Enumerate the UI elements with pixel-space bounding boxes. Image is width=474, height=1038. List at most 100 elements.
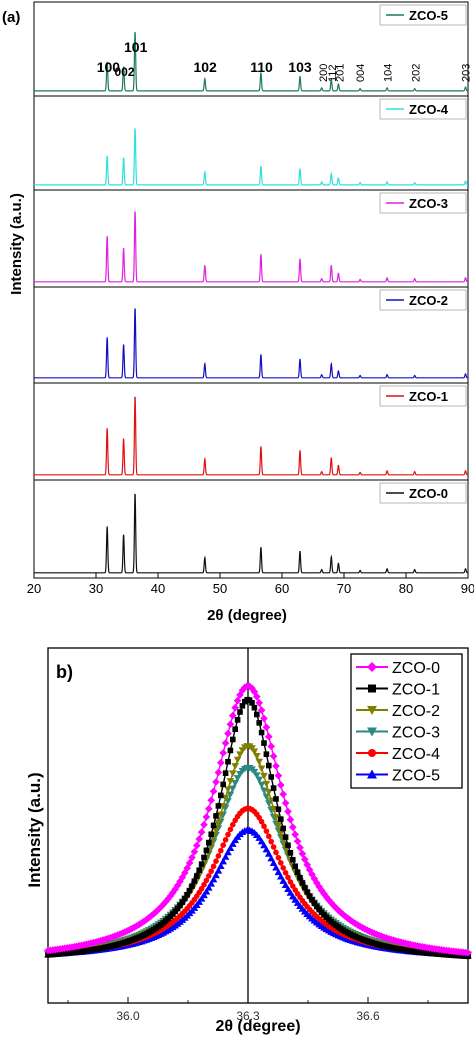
- marker-circle: [368, 749, 376, 757]
- marker-square: [273, 796, 279, 802]
- peak-label-102: 102: [193, 59, 217, 75]
- marker-diamond: [233, 696, 242, 705]
- marker-diamond: [291, 830, 299, 839]
- marker-square: [218, 792, 224, 799]
- marker-circle: [210, 863, 217, 870]
- marker-square: [196, 867, 202, 874]
- legend-box: [350, 653, 463, 789]
- marker-diamond: [274, 771, 283, 780]
- marker-square: [290, 856, 296, 863]
- marker-diamond: [337, 908, 345, 917]
- marker-diamond: [229, 711, 237, 720]
- marker-triangle-down: [367, 706, 377, 715]
- panel-b-label: b): [56, 662, 73, 682]
- xrd-subplot-zco-2: ZCO-2: [33, 286, 469, 384]
- marker-square: [368, 684, 376, 693]
- legend-label: ZCO-4: [392, 746, 440, 763]
- marker-diamond: [190, 847, 199, 856]
- marker-triangle-up: [260, 841, 268, 849]
- marker-diamond: [341, 912, 350, 921]
- marker-square: [266, 762, 272, 769]
- marker-triangle-down: [250, 748, 259, 756]
- xrd-subplot-zco-1: ZCO-1: [33, 382, 469, 481]
- marker-square: [172, 908, 178, 915]
- legend-label: ZCO-1: [392, 682, 440, 699]
- marker-diamond: [197, 828, 206, 836]
- marker-square: [227, 747, 234, 754]
- marker-square: [292, 863, 298, 870]
- marker-triangle-up: [265, 850, 273, 857]
- marker-diamond: [169, 888, 177, 897]
- xrd-subplot-zco-3: ZCO-3: [33, 189, 469, 288]
- marker-triangle-down: [272, 814, 280, 821]
- marker-diamond: [329, 901, 338, 910]
- panel-b-legend: ZCO-0 ZCO-1 ZCO-2 ZCO-3 ZCO-4 ZCO-5: [350, 653, 463, 789]
- marker-square: [179, 899, 186, 905]
- marker-diamond: [154, 905, 163, 914]
- peak-label-103: 103: [288, 59, 312, 75]
- panel-a-x-axis-label: 2θ (degree): [207, 607, 287, 624]
- marker-diamond: [269, 752, 278, 760]
- marker-circle: [208, 868, 214, 875]
- marker-diamond: [277, 781, 285, 789]
- marker-triangle-down: [231, 779, 239, 787]
- marker-triangle-up: [209, 875, 218, 883]
- marker-triangle-up: [219, 857, 227, 865]
- marker-triangle-down: [274, 822, 283, 829]
- marker-square: [222, 770, 229, 776]
- marker-square: [287, 849, 294, 856]
- peak-label-002: 002: [115, 65, 135, 79]
- panel-a-y-axis-label: Intensity (a.u.): [8, 193, 25, 295]
- marker-diamond: [313, 879, 321, 887]
- marker-square: [285, 842, 291, 849]
- marker-square: [304, 889, 310, 895]
- marker-diamond: [349, 918, 357, 926]
- marker-triangle-up: [277, 872, 285, 880]
- marker-circle: [285, 874, 291, 881]
- marker-triangle-up: [367, 769, 377, 779]
- marker-triangle-down: [265, 789, 273, 796]
- marker-triangle-up: [214, 866, 223, 874]
- marker-square: [275, 806, 282, 813]
- marker-square: [249, 700, 255, 706]
- x-tick-label: 70: [337, 581, 351, 596]
- marker-diamond: [310, 874, 319, 883]
- marker-diamond: [281, 799, 290, 807]
- marker-circle: [278, 860, 284, 866]
- marker-diamond: [260, 714, 268, 723]
- marker-square: [280, 825, 286, 832]
- legend-label: ZCO-5: [409, 8, 448, 23]
- marker-square: [186, 887, 193, 894]
- marker-circle: [256, 814, 263, 821]
- marker-square: [198, 861, 205, 867]
- marker-circle: [270, 844, 277, 850]
- marker-triangle-down: [269, 805, 278, 813]
- marker-triangle-down: [229, 770, 237, 777]
- marker-diamond: [279, 790, 287, 799]
- marker-triangle-up: [217, 862, 225, 870]
- marker-square: [254, 711, 260, 718]
- panel-b-peak-zoom: 36.0 36.3 36.6 ZCO-0ZCO-1ZCO-2ZCO-3ZCO-4ZC…: [25, 647, 472, 1035]
- marker-diamond: [209, 787, 218, 796]
- marker-triangle-down: [257, 765, 266, 773]
- peak-label-104: 104: [382, 64, 394, 82]
- marker-diamond: [219, 749, 227, 757]
- marker-triangle-down: [214, 819, 223, 827]
- peak-label-101: 101: [124, 39, 148, 55]
- panel-b-y-axis-label: Intensity (a.u.): [25, 772, 44, 887]
- x-tick-label: 36.0: [116, 1009, 140, 1023]
- marker-diamond: [193, 841, 201, 850]
- marker-triangle-down: [277, 834, 285, 841]
- xrd-line-zco-1: [34, 396, 468, 476]
- x-tick-label: 50: [213, 581, 227, 596]
- marker-triangle-up: [221, 853, 230, 860]
- marker-square: [191, 878, 198, 885]
- marker-diamond: [308, 870, 316, 879]
- marker-diamond: [188, 853, 196, 862]
- marker-diamond: [289, 823, 297, 832]
- marker-square: [306, 893, 313, 899]
- marker-triangle-up: [207, 880, 215, 887]
- marker-diamond: [205, 804, 213, 813]
- peak-label-110: 110: [250, 59, 273, 75]
- marker-diamond: [464, 948, 472, 957]
